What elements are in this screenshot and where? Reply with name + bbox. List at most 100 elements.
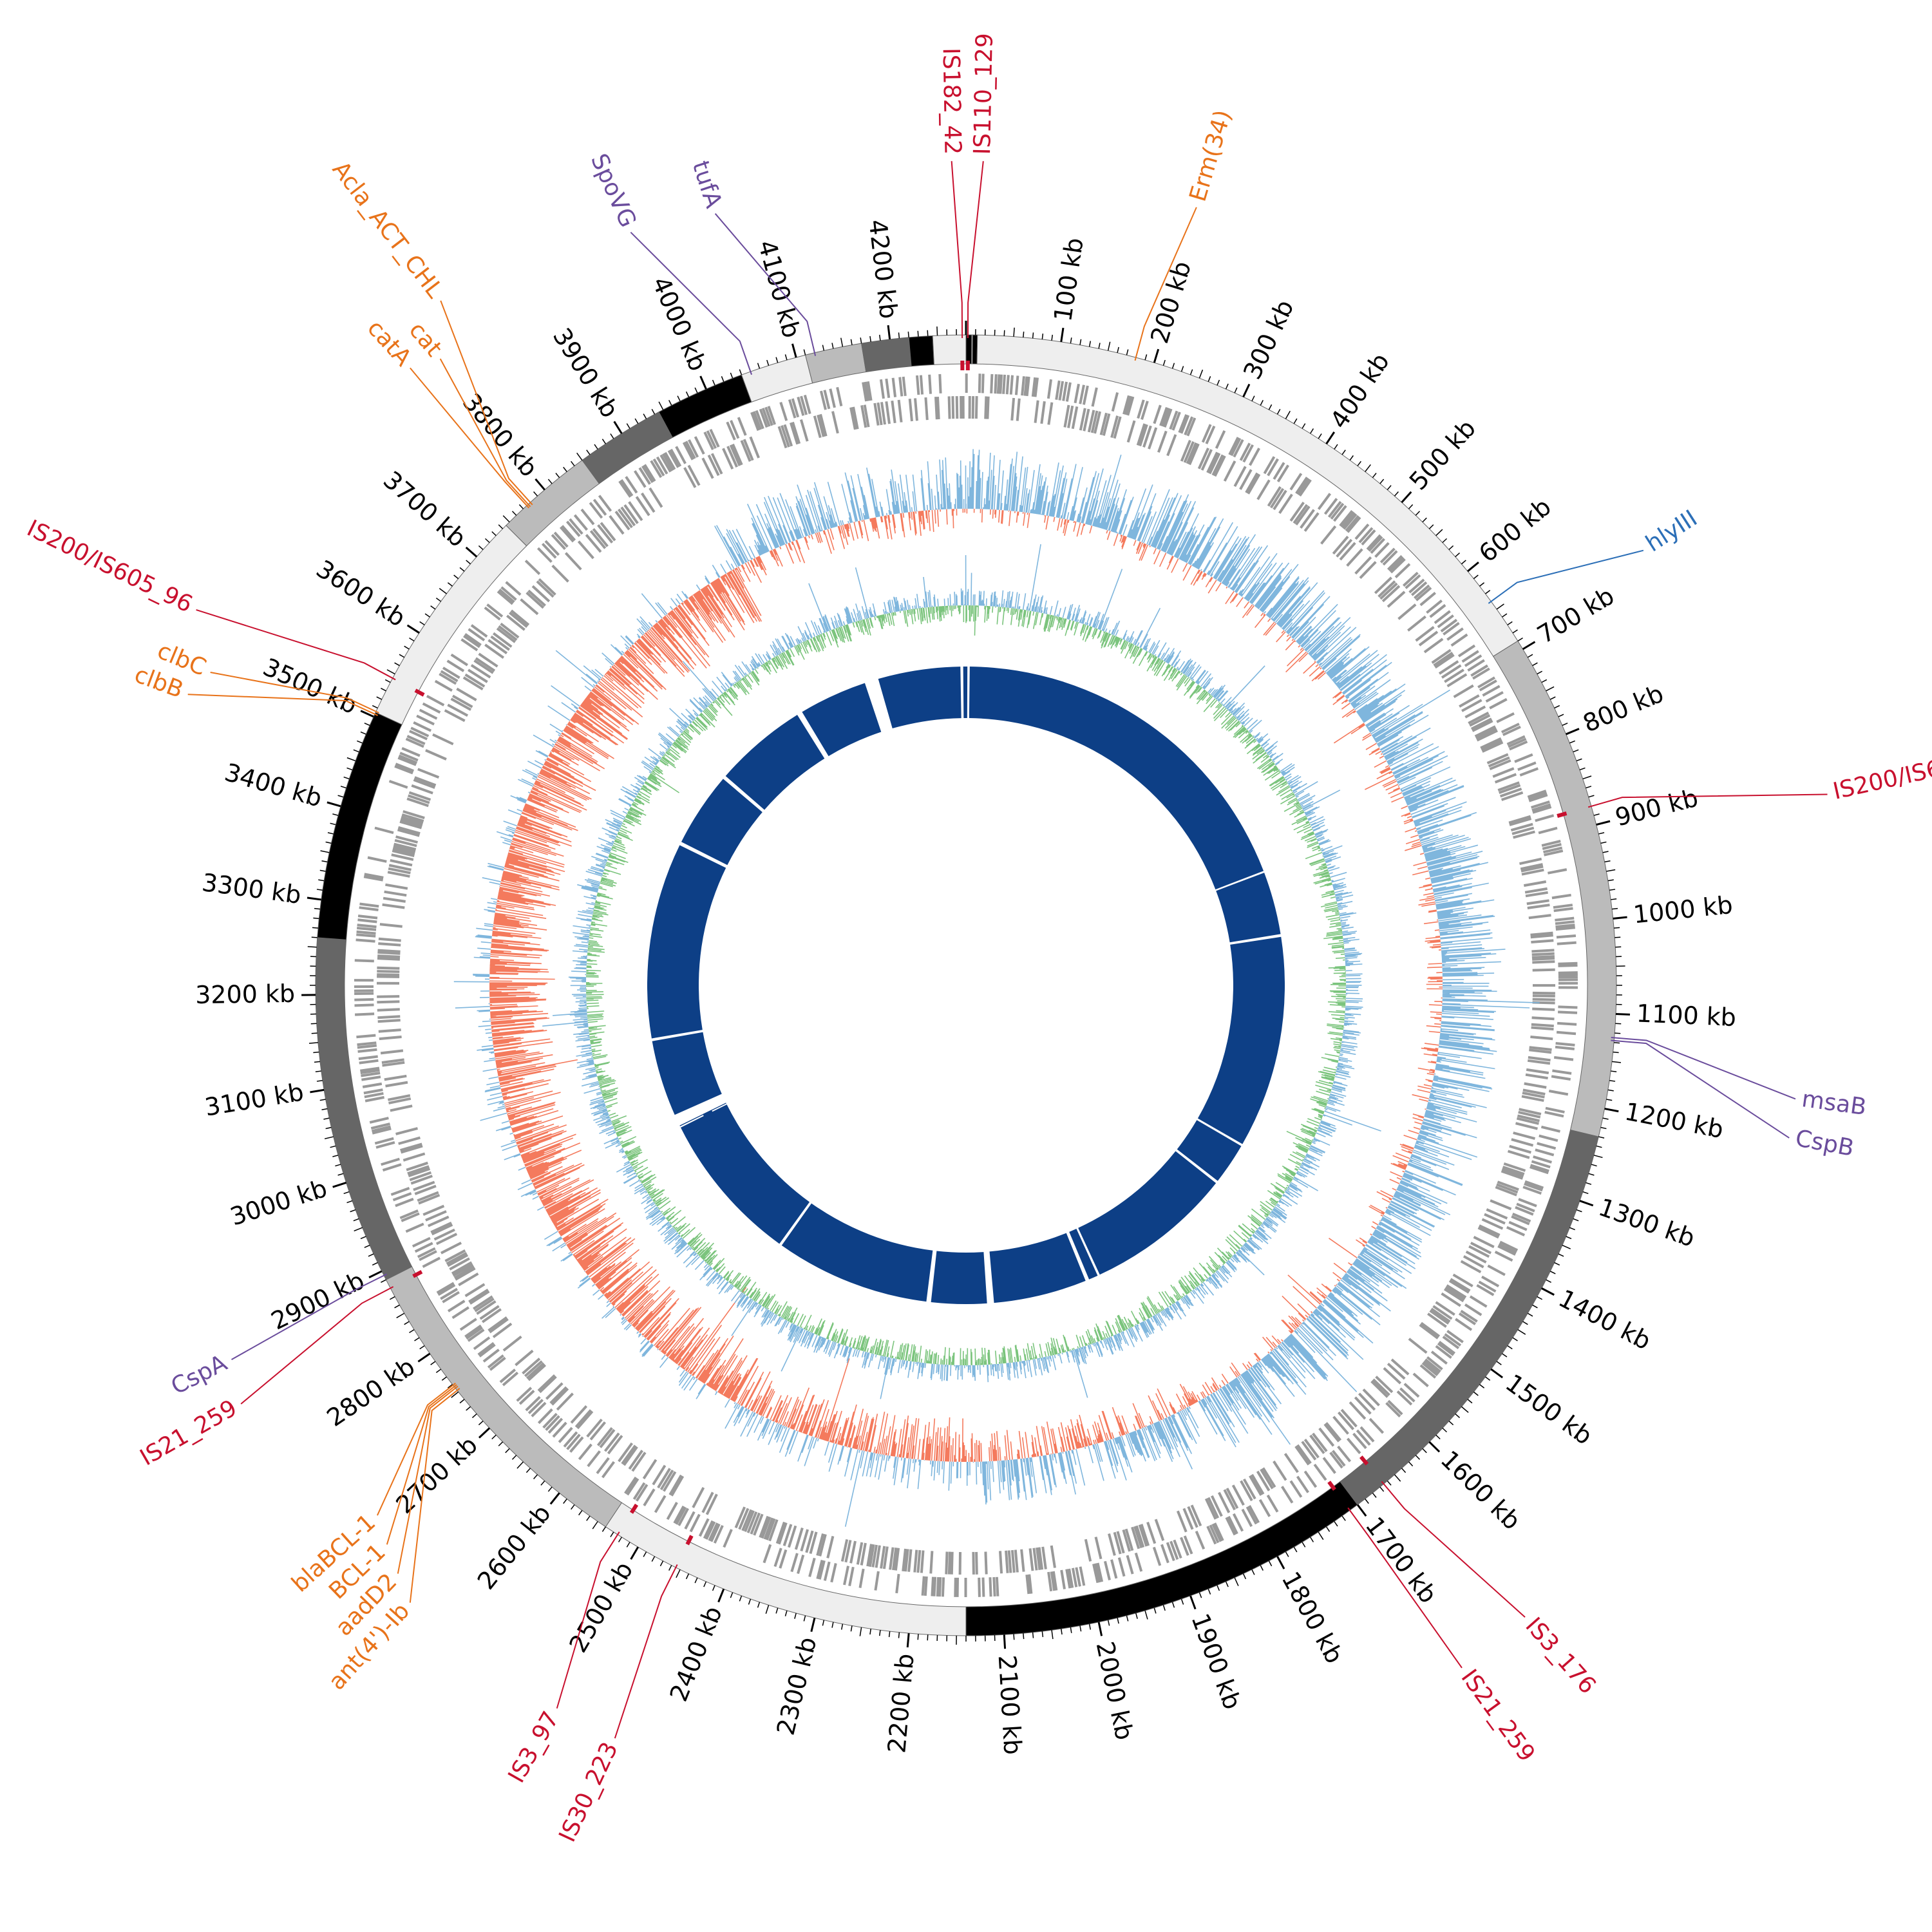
scale-tick xyxy=(404,1321,410,1325)
tick-label: 3300 kb xyxy=(200,868,303,909)
scale-tick xyxy=(748,1598,752,1605)
annotation-marker xyxy=(629,1503,639,1514)
scale-tick xyxy=(435,1368,442,1373)
scale-tick xyxy=(1365,464,1371,472)
scale-tick xyxy=(1310,428,1314,434)
blast-identity-block xyxy=(652,1032,722,1115)
scale-tick xyxy=(1435,1434,1441,1440)
blast-identity-block xyxy=(1197,936,1285,1144)
scale-tick xyxy=(1285,1551,1289,1557)
scale-tick xyxy=(321,860,328,863)
scale-tick xyxy=(1546,686,1555,692)
annotation-leader-line xyxy=(440,300,533,506)
scale-tick xyxy=(417,1352,431,1363)
scale-tick xyxy=(1032,332,1034,339)
scale-tick xyxy=(1467,561,1479,573)
tick-label: 3100 kb xyxy=(203,1077,306,1121)
scale-tick xyxy=(775,357,779,363)
scale-tick xyxy=(1208,376,1211,382)
scale-tick xyxy=(1394,491,1399,497)
scale-tick xyxy=(323,1117,330,1120)
tick-label: 1200 kb xyxy=(1622,1097,1725,1144)
scale-tick xyxy=(676,1569,681,1578)
scale-tick xyxy=(337,1173,344,1176)
scale-tick xyxy=(409,637,415,641)
scale-tick xyxy=(1600,841,1607,844)
annotation-leader-line xyxy=(1611,1037,1796,1100)
scale-tick xyxy=(576,452,583,461)
scale-tick xyxy=(360,710,374,718)
scale-tick xyxy=(1615,936,1621,938)
scale-tick xyxy=(1162,1605,1166,1611)
annotation-leader-line xyxy=(556,1531,620,1709)
blast-identity-block xyxy=(1216,873,1281,943)
cds-track xyxy=(354,374,1578,1597)
scale-tick xyxy=(1586,786,1592,789)
tick-label: 2100 kb xyxy=(993,1654,1027,1756)
scale-tick xyxy=(447,582,453,587)
gc-skew-negative xyxy=(489,508,1443,1463)
scale-tick xyxy=(1496,603,1504,610)
scale-tick xyxy=(1208,1589,1211,1595)
annotation-leader-line xyxy=(1488,549,1644,604)
blast-identity-block xyxy=(1069,1228,1098,1280)
annotation-label: CspB xyxy=(1794,1125,1856,1162)
scale-tick xyxy=(1586,1182,1592,1185)
scale-tick xyxy=(424,613,430,618)
scale-tick xyxy=(1318,433,1322,439)
scale-tick xyxy=(498,1441,504,1446)
scale-tick xyxy=(1097,1622,1103,1636)
annotation-label: tufA xyxy=(687,158,727,212)
scale-tick xyxy=(822,1620,825,1626)
scale-tick xyxy=(1558,714,1564,717)
scale-tick xyxy=(1242,383,1251,398)
tick-label: 3500 kb xyxy=(259,652,361,719)
scale-tick xyxy=(372,705,378,709)
tick-label: 1800 kb xyxy=(1276,1567,1349,1668)
scale-tick xyxy=(1455,1413,1461,1418)
tick-label: 2700 kb xyxy=(390,1430,482,1519)
scale-tick xyxy=(571,1504,575,1510)
scale-tick xyxy=(840,337,844,347)
scale-tick xyxy=(1532,1304,1538,1309)
scale-tick xyxy=(430,1361,436,1365)
scale-tick xyxy=(757,363,761,369)
annotation-label: IS3_97 xyxy=(504,1707,565,1788)
scale-tick xyxy=(1023,1633,1025,1640)
annotation-label: CspA xyxy=(167,1350,231,1400)
scale-tick xyxy=(1604,1108,1619,1113)
scale-tick xyxy=(491,1434,497,1440)
scale-tick xyxy=(651,1556,656,1562)
annotation-label: catA xyxy=(362,315,417,372)
blast-identity-block xyxy=(989,1233,1086,1303)
scale-tick xyxy=(1512,1337,1518,1341)
annotation-leader-line xyxy=(409,1388,460,1603)
scale-tick xyxy=(307,896,322,901)
scale-tick xyxy=(1408,504,1414,509)
scale-tick xyxy=(312,927,318,929)
scale-tick xyxy=(1606,1099,1613,1101)
scale-tick xyxy=(1512,629,1518,634)
scale-tick xyxy=(511,1455,517,1460)
annotation-leader-line xyxy=(630,231,753,375)
scale-tick xyxy=(936,326,938,336)
scale-tick xyxy=(1079,1625,1082,1632)
scale-tick xyxy=(1041,1631,1044,1638)
scale-tick xyxy=(381,1279,386,1283)
tick-label: 900 kb xyxy=(1613,784,1701,832)
scale-tick xyxy=(898,1632,900,1638)
scale-tick xyxy=(1588,795,1595,798)
scale-tick xyxy=(1415,511,1421,516)
scale-tick xyxy=(321,1108,328,1111)
annotation-leader-line xyxy=(386,1384,457,1545)
scale-tick xyxy=(677,395,681,402)
annotation-is110-129: IS110_129 xyxy=(965,33,998,371)
scale-tick xyxy=(1588,1173,1595,1176)
gc-content-track xyxy=(542,544,1381,1399)
scale-tick xyxy=(1334,444,1338,450)
scale-tick xyxy=(1401,1468,1406,1473)
contig-segment xyxy=(932,334,967,365)
scale-tick xyxy=(1541,679,1548,683)
scale-tick xyxy=(419,621,425,626)
scale-tick xyxy=(1189,369,1193,375)
